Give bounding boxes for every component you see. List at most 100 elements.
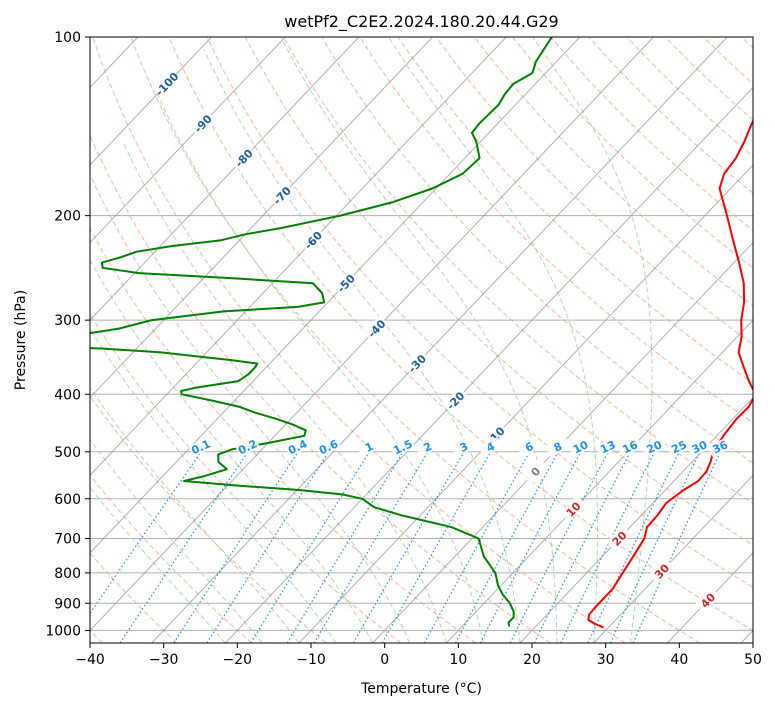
plot-frame — [89, 36, 754, 644]
x-axis: −40 −30 −20 −10 0 10 20 30 40 50 — [75, 643, 762, 668]
mixing-ratio-label: 16 — [617, 436, 643, 457]
mixing-ratio-label: 20 — [641, 436, 667, 457]
x-tick-label: −20 — [223, 652, 253, 668]
isotherm-label-bg — [299, 226, 326, 254]
mixing-ratio-line — [90, 446, 206, 615]
mixing-ratio-label-bg — [477, 436, 503, 457]
isotherm-label-bg — [560, 495, 587, 523]
mixing-ratio-label-text: 20 — [645, 438, 665, 456]
mixing-ratio-label-bg — [686, 436, 712, 457]
x-tick-label: 10 — [449, 652, 467, 668]
moist-adiabat — [157, 94, 484, 643]
isotherm-label-bg — [332, 269, 359, 297]
moist-adiabat — [90, 259, 374, 643]
x-axis-title: Temperature (°C) — [360, 681, 482, 697]
temperature-line — [587, 119, 753, 629]
isotherm-label-bg — [694, 586, 721, 614]
mixing-ratio-label-bg — [641, 436, 667, 457]
dry-adiabat — [92, 37, 626, 643]
y-tick-label: 300 — [54, 313, 81, 329]
x-tick-label: 40 — [670, 652, 688, 668]
x-tick-label: −30 — [149, 652, 179, 668]
isotherm-label-bg — [189, 110, 216, 137]
x-tick-label: −10 — [296, 652, 326, 668]
isotherm — [225, 86, 753, 643]
mixing-ratio-label-bg — [516, 436, 542, 457]
background-lines — [90, 37, 753, 643]
mixing-ratio-label: 6 — [516, 436, 542, 457]
isotherm — [151, 37, 728, 643]
y-tick-label: 1000 — [45, 623, 81, 639]
mixing-ratio-label: 13 — [595, 436, 621, 457]
moist-adiabat — [388, 37, 598, 643]
isotherm-label-bg — [605, 524, 632, 552]
mixing-ratio-label: 25 — [666, 436, 692, 457]
x-tick-label: 20 — [523, 652, 541, 668]
mixing-ratio-line — [206, 446, 333, 643]
mixing-ratio-label: 3 — [451, 436, 477, 457]
mixing-ratio-label: 10 — [567, 436, 593, 457]
mixing-ratio-label-bg — [545, 436, 571, 457]
mixing-ratio-label-bg — [617, 436, 643, 457]
mixing-ratio-label-text: 25 — [669, 438, 688, 456]
mixing-ratio-label-text: 16 — [621, 438, 641, 456]
mixing-ratio-line — [509, 446, 612, 643]
isotherm — [446, 319, 753, 643]
mixing-ratio-label: 2 — [415, 436, 441, 457]
y-tick-label: 400 — [54, 387, 81, 403]
moist-adiabat — [280, 37, 558, 643]
mixing-ratio-label-bg — [285, 436, 311, 457]
y-tick-label: 100 — [54, 30, 81, 46]
isotherm-label-bg — [153, 70, 180, 97]
mixing-ratio-line — [250, 446, 374, 643]
isotherm-label-bg — [648, 557, 675, 585]
dewpoint-line — [90, 37, 553, 627]
dry-adiabat — [283, 37, 753, 505]
isotherm — [90, 37, 433, 399]
chart-title: wetPf2_C2E2.2024.180.20.44.G29 — [284, 12, 558, 32]
isotherm — [90, 37, 286, 244]
profile-lines — [90, 37, 753, 629]
dry-adiabat — [473, 37, 753, 307]
mixing-ratio-label-text: 36 — [711, 438, 731, 456]
mixing-ratio-line — [313, 446, 432, 643]
x-tick-label: 0 — [380, 652, 389, 668]
y-axis-title: Pressure (hPa) — [13, 290, 29, 390]
isotherm — [90, 37, 212, 166]
moist-adiabat — [532, 37, 653, 643]
isotherm — [298, 164, 753, 643]
isotherm-label: 0 — [522, 458, 549, 485]
dry-adiabat — [397, 37, 753, 384]
mixing-ratio-label: 8 — [545, 436, 571, 457]
mixing-ratio-line — [119, 446, 253, 643]
y-tick-label: 200 — [54, 209, 81, 225]
isotherm-label-bg — [442, 387, 469, 414]
mixing-ratio-label: 4 — [477, 436, 503, 457]
mixing-ratio-label-bg — [451, 436, 477, 457]
mixing-ratio-label: 1 — [356, 436, 382, 457]
dry-adiabat — [90, 552, 178, 643]
mixing-ratio-label-bg — [315, 436, 341, 457]
mixing-ratio-line — [173, 446, 302, 643]
x-tick-label: −40 — [75, 652, 105, 668]
mixing-ratio-label-bg — [567, 436, 593, 457]
mixing-ratio-line — [286, 446, 407, 643]
isotherm-label-bg — [268, 181, 295, 209]
moist-adiabat — [90, 173, 411, 643]
x-tick-label: 50 — [744, 652, 762, 668]
mixing-ratio-label-bg — [390, 436, 416, 457]
mixing-ratio-label: 30 — [686, 436, 712, 457]
mixing-ratio-label-bg — [356, 436, 382, 457]
moist-adiabat — [203, 49, 521, 643]
y-tick-label: 500 — [54, 445, 81, 461]
dry-adiabat — [90, 227, 476, 643]
isotherm — [90, 37, 581, 554]
mixing-ratio-label-bg — [666, 436, 692, 457]
mixing-ratio-label-text: 30 — [690, 438, 710, 456]
isotherm-label-bg — [522, 458, 549, 485]
mixing-ratio-line — [560, 446, 658, 643]
mixing-ratio-line — [533, 446, 634, 643]
mixing-ratio-label-text: 13 — [598, 438, 617, 456]
dry-adiabat — [206, 37, 753, 588]
